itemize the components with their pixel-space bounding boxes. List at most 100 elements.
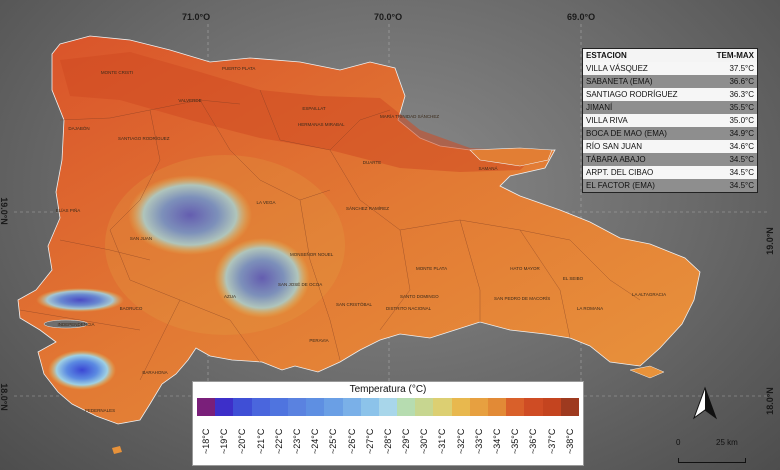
legend-swatch <box>324 398 343 416</box>
legend-tick-labels: ~18°C ~19°C ~20°C ~21°C ~22°C ~23°C ~24°C ~25°C… <box>197 418 579 462</box>
province-label: EL SEIBO <box>562 276 584 281</box>
scale-zero-label: 0 <box>676 438 681 447</box>
station-name: SANTIAGO RODRÍGUEZ <box>582 88 704 101</box>
province-label: DISTRITO NACIONAL <box>386 306 432 311</box>
legend-swatch <box>415 398 434 416</box>
table-row: TÁBARA ABAJO 34.5°C <box>582 153 758 166</box>
legend-swatch <box>488 398 507 416</box>
province-label: MONTE PLATA <box>416 266 448 271</box>
table-row: EL FACTOR (EMA) 34.5°C <box>582 179 758 193</box>
legend-tick-label: ~35°C <box>510 428 521 454</box>
legend-tick: ~34°C <box>488 418 506 462</box>
legend-tick-label: ~38°C <box>564 428 575 454</box>
legend-swatch <box>342 398 361 416</box>
legend-tick: ~26°C <box>343 418 361 462</box>
table-header-row: ESTACION TEM-MAX <box>582 48 758 62</box>
station-temp-max: 34.5°C <box>703 153 758 166</box>
legend-swatch <box>233 398 252 416</box>
scale-distance-label: 25 km <box>716 438 738 447</box>
sierra-neiba-cold <box>36 288 124 312</box>
province-label: LA ALTAGRACIA <box>632 292 667 297</box>
province-label: BARAHONA <box>142 370 168 375</box>
province-label: SAN JOSÉ DE OCOA <box>278 282 323 287</box>
table-row: VILLA RIVA 35.0°C <box>582 114 758 127</box>
station-temp-max: 35.5°C <box>703 101 758 114</box>
header-station: ESTACION <box>582 48 704 62</box>
station-name: BOCA DE MAO (EMA) <box>582 127 704 140</box>
province-boundaries <box>19 89 641 381</box>
legend-swatch <box>469 398 488 416</box>
legend-tick-label: ~25°C <box>328 428 339 454</box>
station-temp-max: 34.5°C <box>703 179 758 193</box>
province-label: LA VEGA <box>256 200 276 205</box>
legend-tick: ~20°C <box>233 418 251 462</box>
legend-swatch <box>451 398 470 416</box>
legend-tick-label: ~32°C <box>455 428 466 454</box>
sierra-bahoruco-cold <box>48 350 116 390</box>
saona-island <box>629 365 665 379</box>
province-label: PEDERNALES <box>84 408 116 413</box>
station-name: EL FACTOR (EMA) <box>582 179 704 193</box>
station-name: VILLA RIVA <box>582 114 704 127</box>
legend-tick: ~38°C <box>561 418 579 462</box>
province-label: BAORUCO <box>119 306 143 311</box>
beata-island <box>112 446 122 454</box>
table-row: JIMANÍ 35.5°C <box>582 101 758 114</box>
province-label: ESPAILLAT <box>302 106 326 111</box>
station-temp-max: 35.0°C <box>703 114 758 127</box>
lat-label-right-18: 18.0°N <box>764 387 775 415</box>
legend-swatch <box>197 398 216 416</box>
station-temp-max: 34.6°C <box>703 140 758 153</box>
lake-enriquillo <box>43 319 89 329</box>
warm-ring <box>105 155 345 335</box>
station-temp-max: 34.5°C <box>703 166 758 179</box>
legend-swatch <box>215 398 234 416</box>
legend-tick: ~30°C <box>415 418 433 462</box>
lon-label-71: 71.0°O <box>182 12 211 22</box>
legend-swatch <box>287 398 307 416</box>
station-temp-max: 34.9°C <box>703 127 758 140</box>
legend-tick-label: ~34°C <box>492 428 502 454</box>
legend-tick: ~19°C <box>215 418 233 462</box>
province-label: MONTE CRISTI <box>100 70 134 75</box>
hot-zone-cibao <box>60 52 540 172</box>
legend-swatch <box>306 398 325 416</box>
legend-tick: ~28°C <box>379 418 397 462</box>
province-label: SAN PEDRO DE MACORÍS <box>494 296 551 301</box>
legend-tick: ~21°C <box>252 418 270 462</box>
province-label: PUERTO PLATA <box>222 66 256 71</box>
table-row: RÍO SAN JUAN 34.6°C <box>582 140 758 153</box>
scale-bar: 0 25 km <box>676 438 746 468</box>
legend-swatch <box>433 398 452 416</box>
cordillera-central-cold-2 <box>214 238 310 318</box>
legend-swatch <box>524 398 543 416</box>
legend-tick: ~27°C <box>361 418 379 462</box>
legend-swatch <box>506 398 525 416</box>
table-row: SABANETA (EMA) 36.6°C <box>582 75 758 88</box>
province-label: LA ROMANA <box>576 306 604 311</box>
province-label: AZUA <box>223 294 236 299</box>
table-row: BOCA DE MAO (EMA) 34.9°C <box>582 127 758 140</box>
header-temp-max: TEM-MAX <box>703 48 758 62</box>
station-name: SABANETA (EMA) <box>582 75 704 88</box>
legend-tick: ~31°C <box>433 418 451 462</box>
legend-swatch <box>542 398 561 416</box>
lat-label-left-19: 19.0°N <box>0 197 9 225</box>
legend-tick: ~32°C <box>452 418 470 462</box>
province-label: SANTO DOMINGO <box>400 294 439 299</box>
table-row: VILLA VÁSQUEZ 37.5°C <box>582 62 758 75</box>
province-label: SAN JUAN <box>129 236 153 241</box>
legend-swatch <box>397 398 416 416</box>
legend-tick-label: ~24°C <box>310 428 321 454</box>
legend-tick-label: ~31°C <box>437 428 448 454</box>
legend-swatch <box>251 398 270 416</box>
station-name: TÁBARA ABAJO <box>582 153 704 166</box>
legend-tick: ~33°C <box>470 418 488 462</box>
legend-tick-label: ~28°C <box>382 428 393 454</box>
legend-tick: ~25°C <box>324 418 342 462</box>
legend-color-bar <box>197 398 579 416</box>
temperature-legend: Temperatura (°C) ~18°C ~19°C ~20°C ~21°C ~22… <box>192 381 584 466</box>
lat-label-right-19: 19.0°N <box>764 227 775 255</box>
legend-tick-label: ~37°C <box>546 428 557 454</box>
